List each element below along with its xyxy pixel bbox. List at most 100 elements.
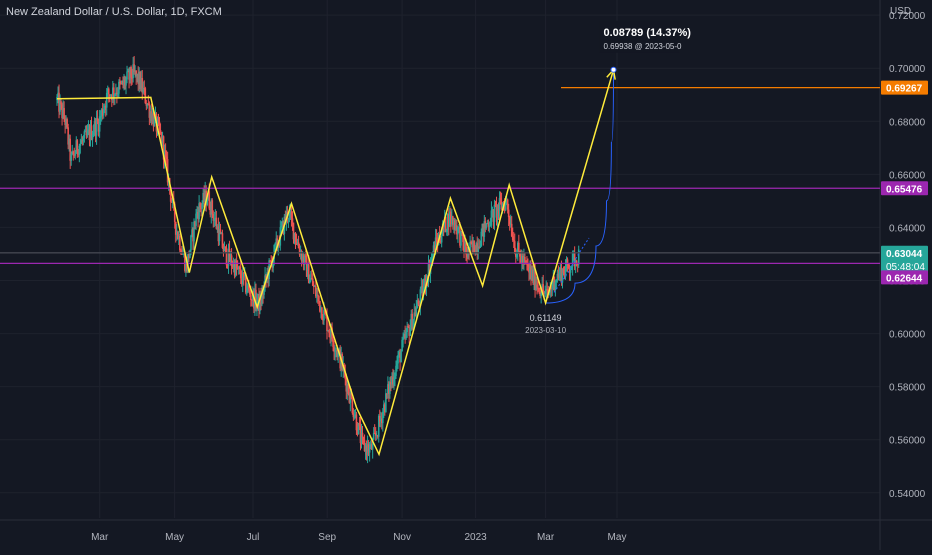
- candle-body: [192, 229, 194, 242]
- candle-body: [214, 217, 217, 219]
- x-tick-label: May: [165, 532, 184, 543]
- candle-body: [88, 129, 91, 141]
- candle-body: [345, 379, 348, 392]
- candle-body: [146, 103, 149, 106]
- candle-body: [162, 136, 165, 160]
- candle-body: [553, 276, 556, 291]
- candle-body: [64, 118, 66, 125]
- candle-body: [231, 266, 234, 268]
- zigzag-pattern: [56, 69, 615, 457]
- candle-body: [507, 209, 510, 218]
- candle-body: [482, 223, 485, 237]
- candle-body: [385, 393, 387, 413]
- candle-body: [144, 88, 147, 104]
- candle-body: [292, 222, 295, 240]
- candle-body: [183, 253, 185, 255]
- candle-body: [302, 255, 305, 265]
- candle-body: [465, 243, 467, 255]
- candle-body: [456, 225, 458, 235]
- candle-body: [314, 286, 316, 288]
- candle-body: [174, 221, 177, 235]
- candle-body: [81, 140, 84, 142]
- candle-body: [408, 327, 411, 336]
- candle-body: [519, 250, 521, 257]
- candle-body: [278, 243, 281, 246]
- candle-body: [489, 225, 492, 227]
- candle-body: [228, 248, 231, 262]
- candle-body: [248, 285, 250, 289]
- candle-body: [458, 226, 460, 228]
- candle-body: [170, 201, 173, 203]
- candle-body: [528, 266, 530, 273]
- candle-body: [303, 255, 306, 265]
- candle-body: [138, 72, 141, 85]
- candle-body: [534, 269, 536, 291]
- candle-body: [215, 217, 218, 229]
- candle-body: [230, 255, 233, 267]
- candle-body: [329, 332, 331, 338]
- candle-body: [157, 120, 160, 122]
- countdown-label: 05:48:04: [886, 262, 925, 273]
- candle-body: [127, 71, 129, 73]
- candle-body: [208, 191, 211, 209]
- candle-body: [466, 254, 468, 258]
- candle-body: [225, 247, 228, 266]
- candle-body: [411, 313, 414, 330]
- candle-body: [86, 130, 89, 136]
- candle-body: [229, 255, 232, 262]
- candle-body: [349, 392, 352, 403]
- candle-body: [418, 303, 421, 307]
- candle-body: [102, 110, 105, 116]
- candle-body: [324, 310, 326, 315]
- candle-body: [567, 264, 570, 268]
- candle-body: [207, 191, 210, 201]
- candle-body: [554, 282, 557, 291]
- candle-body: [524, 256, 526, 261]
- candle-body: [566, 259, 569, 265]
- x-tick-label: Nov: [393, 532, 411, 543]
- candle-body: [443, 216, 446, 228]
- candle-body: [383, 404, 385, 412]
- candle-body: [369, 444, 372, 448]
- candle-body: [452, 216, 454, 225]
- candle-body: [119, 81, 121, 84]
- candle-body: [373, 432, 376, 434]
- candle-body: [399, 352, 401, 363]
- candle-body: [187, 254, 189, 271]
- candle-body: [396, 363, 398, 366]
- candle-body: [147, 103, 150, 105]
- candle-body: [479, 246, 482, 248]
- candle-body: [348, 393, 351, 403]
- candle-body: [487, 223, 490, 227]
- candle-body: [328, 330, 330, 333]
- candle-body: [403, 334, 405, 339]
- candle-body: [158, 121, 161, 131]
- candle-body: [539, 291, 541, 296]
- candle-body: [85, 131, 88, 136]
- candle-body: [76, 140, 79, 152]
- candle-body: [330, 327, 332, 338]
- candle-body: [273, 244, 276, 260]
- candle-body: [472, 240, 474, 248]
- candle-body: [74, 153, 77, 156]
- candle-body: [395, 365, 397, 376]
- candle-body: [115, 92, 117, 95]
- candle-body: [69, 138, 71, 161]
- y-tick-label: 0.70000: [889, 64, 926, 75]
- candle-body: [181, 253, 183, 255]
- candle-body: [499, 198, 502, 202]
- candle-body: [191, 229, 193, 236]
- candle-body: [394, 375, 396, 379]
- candle-body: [58, 92, 60, 112]
- candle-body: [224, 246, 227, 248]
- candle-body: [257, 293, 259, 302]
- candle-body: [338, 349, 340, 351]
- x-tick-label: Mar: [537, 532, 555, 543]
- candle-body: [196, 211, 198, 214]
- candle-body: [129, 67, 131, 80]
- candle-body: [462, 232, 464, 243]
- candle-body: [189, 250, 191, 258]
- candle-body: [240, 278, 243, 285]
